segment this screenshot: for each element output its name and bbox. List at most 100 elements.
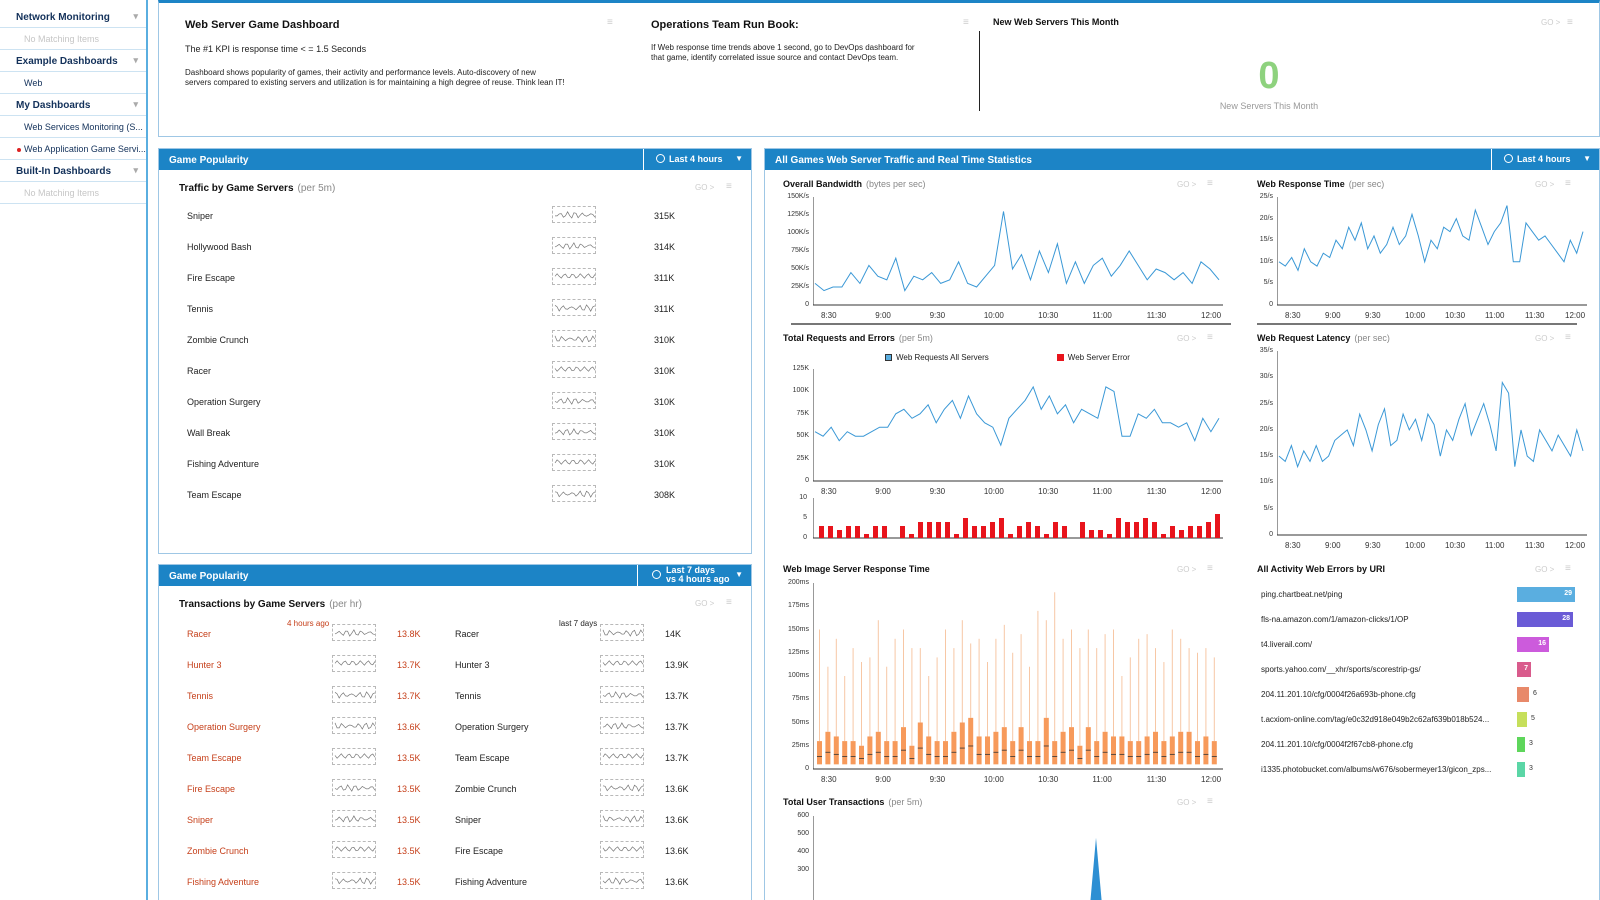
chevron-down-icon: ▼ (1583, 154, 1591, 163)
series-line (1278, 380, 1584, 469)
sparkline (600, 810, 644, 827)
uri-label: t4.liverail.com/ (1261, 640, 1313, 649)
uri-bar[interactable]: 3 (1517, 762, 1533, 777)
x-tick-label: 9:30 (929, 775, 946, 784)
y-tick-label: 25ms (791, 741, 809, 749)
right-column-header: last 7 days (559, 619, 598, 628)
x-tick-label: 9:00 (1325, 311, 1341, 320)
bar-value: 7 (1524, 665, 1528, 672)
x-tick-label: 10:00 (1405, 541, 1426, 550)
game-name: Hollywood Bash (187, 242, 252, 252)
game-value: 13.5K (397, 815, 421, 825)
widget-title: Transactions by Game Servers (per hr) (179, 599, 362, 610)
sidebar-item[interactable]: Web Services Monitoring (S... (0, 116, 146, 138)
menu-icon[interactable]: ≡ (726, 597, 732, 608)
error-bar (999, 518, 1004, 538)
error-bar (855, 526, 860, 538)
menu-icon[interactable]: ≡ (1565, 178, 1571, 189)
sidebar-item[interactable]: Web Application Game Servi... (0, 138, 146, 160)
menu-icon[interactable]: ≡ (726, 181, 732, 192)
go-button[interactable]: GO > (1535, 334, 1555, 343)
sidebar-section[interactable]: Example Dashboards ▾ (0, 50, 146, 72)
sidebar-item[interactable]: Web (0, 72, 146, 94)
game-name: Tennis (187, 691, 214, 701)
go-button[interactable]: GO > (1535, 565, 1555, 574)
sidebar-section[interactable]: Built-In Dashboards ▾ (0, 160, 146, 182)
y-tick-label: 15/s (1259, 452, 1273, 460)
sparkline-path (334, 722, 376, 730)
uri-bar[interactable]: 29 (1517, 587, 1575, 602)
go-button[interactable]: GO > (1177, 334, 1197, 343)
error-bar (837, 530, 842, 538)
y-tick-label: 75ms (791, 695, 809, 703)
clock-icon (656, 154, 665, 163)
menu-icon[interactable]: ≡ (1207, 563, 1213, 574)
go-button[interactable]: GO > (695, 599, 715, 608)
y-tick-label: 0 (805, 765, 809, 772)
error-bar (1107, 534, 1112, 538)
uri-bar[interactable]: 16 (1517, 637, 1549, 652)
uri-label: t.acxiom-online.com/tag/e0c32d918e049b2c… (1261, 715, 1490, 724)
y-tick-label: 5/s (1263, 504, 1273, 512)
area-series (1090, 837, 1102, 900)
go-button[interactable]: GO > (1177, 565, 1197, 574)
error-bar (972, 526, 977, 538)
uri-bar[interactable]: 5 (1517, 712, 1535, 727)
game-name: Fire Escape (187, 784, 236, 794)
menu-icon[interactable]: ≡ (963, 17, 969, 28)
game-value: 13.8K (397, 629, 421, 639)
error-y-tick: 5 (803, 514, 807, 521)
go-button[interactable]: GO > (695, 183, 715, 192)
uri-bar[interactable]: 3 (1517, 737, 1533, 752)
game-value: 13.9K (665, 660, 689, 670)
menu-icon[interactable]: ≡ (1565, 332, 1571, 343)
game-popularity-panel-2: Game Popularity Last 7 days vs 4 hours ag… (158, 564, 752, 900)
go-button[interactable]: GO > (1177, 180, 1197, 189)
game-value: 13.5K (397, 784, 421, 794)
sidebar-section[interactable]: Network Monitoring ▾ (0, 6, 146, 28)
box-mark (1111, 736, 1116, 765)
menu-icon[interactable]: ≡ (1207, 796, 1213, 807)
uri-bar[interactable]: 7 (1517, 662, 1531, 677)
box-mark (968, 717, 974, 765)
sidebar-section[interactable]: My Dashboards ▾ (0, 94, 146, 116)
x-tick-label: 11:00 (1092, 775, 1112, 784)
x-tick-label: 10:00 (983, 311, 1004, 320)
box-mark (833, 736, 839, 765)
time-range-dropdown[interactable]: Last 4 hours ▼ (643, 149, 751, 170)
chart-title: Overall Bandwidth (bytes per sec) (783, 179, 926, 189)
game-value: 311K (654, 304, 675, 314)
error-bar (1062, 526, 1067, 538)
menu-icon[interactable]: ≡ (1207, 178, 1213, 189)
menu-icon[interactable]: ≡ (1565, 563, 1571, 574)
menu-icon[interactable]: ≡ (1567, 17, 1573, 28)
y-tick-label: 0 (1269, 531, 1273, 538)
time-range-dropdown[interactable]: Last 4 hours ▼ (1491, 149, 1599, 170)
divider (979, 31, 980, 111)
uri-bar[interactable]: 6 (1517, 687, 1537, 702)
menu-icon[interactable]: ≡ (1207, 332, 1213, 343)
chart-title: Web Image Server Response Time (783, 564, 930, 574)
go-button[interactable]: GO > (1177, 798, 1197, 807)
y-tick-label: 5/s (1263, 279, 1273, 287)
new-servers-value: 0 (1258, 55, 1280, 97)
bar-value: 16 (1538, 640, 1546, 647)
uri-bar[interactable]: 28 (1517, 612, 1573, 627)
game-name: Team Escape (187, 490, 242, 500)
game-name: Wall Break (187, 428, 231, 438)
game-name: Tennis (187, 304, 214, 314)
time-range-dropdown[interactable]: Last 7 days vs 4 hours ago ▼ (637, 565, 751, 586)
error-bar (909, 534, 914, 538)
sidebar-item: No Matching Items (0, 28, 146, 50)
error-bar (936, 522, 941, 538)
go-button[interactable]: GO > (1535, 180, 1555, 189)
y-tick-label: 10/s (1259, 257, 1273, 265)
sparkline (552, 392, 596, 409)
sparkline (332, 717, 376, 734)
game-value: 13.7K (665, 753, 689, 763)
go-button[interactable]: GO > (1541, 18, 1561, 27)
sidebar-section-label: Network Monitoring (16, 12, 110, 23)
error-bar (1098, 530, 1103, 538)
error-bar (882, 526, 887, 538)
menu-icon[interactable]: ≡ (607, 17, 613, 28)
